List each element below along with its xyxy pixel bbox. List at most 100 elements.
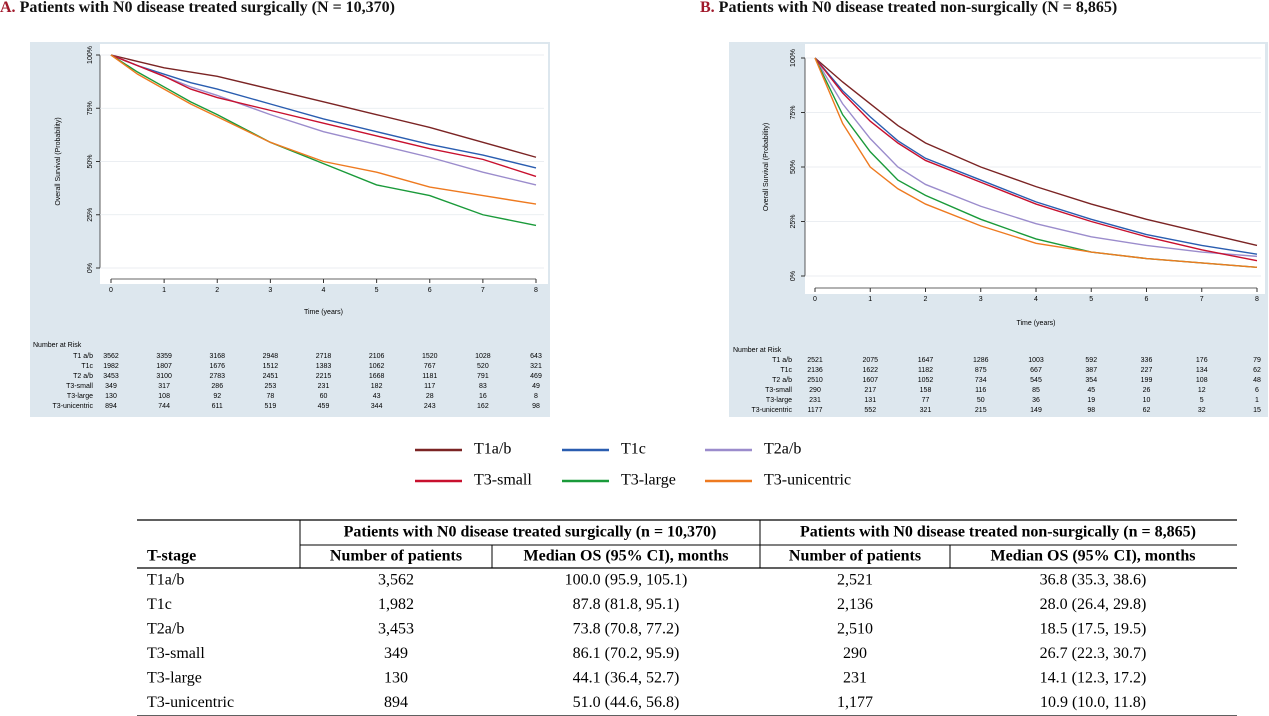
risk-row-label: T1c <box>81 363 93 370</box>
risk-count: 2106 <box>369 353 385 360</box>
risk-row-label: T3-large <box>67 393 93 400</box>
risk-count: 131 <box>864 397 876 404</box>
risk-count: 2783 <box>209 373 225 380</box>
y-axis-label: Overall Survival (Probability) <box>763 123 770 211</box>
y-axis-label: Overall Survival (Probability) <box>55 117 62 205</box>
x-tick-label: 6 <box>428 287 432 294</box>
column-header: Median OS (95% CI), months <box>524 548 729 565</box>
table-cell: 44.1 (36.4, 52.7) <box>573 670 680 687</box>
risk-count: 321 <box>920 407 932 414</box>
risk-count: 253 <box>265 383 277 390</box>
risk-count: 3100 <box>156 373 172 380</box>
panel-label: B. <box>700 0 715 16</box>
risk-count: 217 <box>864 387 876 394</box>
risk-table-label: Number at Risk <box>33 342 82 349</box>
risk-count: 3359 <box>156 353 172 360</box>
risk-count: 2948 <box>263 353 279 360</box>
risk-count: 1062 <box>369 363 385 370</box>
risk-row-label: T3-small <box>66 383 93 390</box>
risk-count: 28 <box>426 393 434 400</box>
risk-count: 1 <box>1255 397 1259 404</box>
table-cell: T1a/b <box>147 572 184 589</box>
risk-count: 744 <box>158 403 170 410</box>
risk-count: 667 <box>1030 367 1042 374</box>
risk-count: 199 <box>1141 377 1153 384</box>
risk-count: 1982 <box>103 363 119 370</box>
risk-count: 1647 <box>918 357 934 364</box>
table-cell: 1,177 <box>837 694 873 711</box>
legend-label: T3-large <box>621 472 676 489</box>
y-tick-label: 0% <box>87 263 94 273</box>
risk-count: 231 <box>809 397 821 404</box>
y-tick-label: 50% <box>87 154 94 168</box>
risk-count: 79 <box>1253 357 1261 364</box>
table-cell: T2a/b <box>147 621 184 638</box>
table-cell: 87.8 (81.8, 95.1) <box>573 596 680 613</box>
risk-row-label: T2 a/b <box>772 377 792 384</box>
survival-curve <box>110 54 537 158</box>
risk-count: 98 <box>532 403 540 410</box>
risk-count: 1028 <box>475 353 491 360</box>
risk-count: 767 <box>424 363 436 370</box>
risk-count: 43 <box>373 393 381 400</box>
table-cell: 51.0 (44.6, 56.8) <box>573 694 680 711</box>
survival-curve <box>814 57 1258 255</box>
risk-count: 6 <box>1255 387 1259 394</box>
risk-count: 611 <box>212 403 223 410</box>
risk-count: 108 <box>1196 377 1208 384</box>
risk-count: 592 <box>1085 357 1097 364</box>
y-tick-label: 25% <box>87 208 94 222</box>
risk-count: 1052 <box>918 377 934 384</box>
risk-count: 545 <box>1030 377 1042 384</box>
risk-count: 215 <box>975 407 987 414</box>
risk-count: 791 <box>477 373 489 380</box>
plot-area <box>805 44 1265 294</box>
risk-count: 1383 <box>316 363 332 370</box>
x-tick-label: 4 <box>322 287 326 294</box>
risk-count: 290 <box>809 387 821 394</box>
table-cell: 2,136 <box>837 596 873 613</box>
x-tick-label: 8 <box>534 287 538 294</box>
x-tick-label: 7 <box>481 287 485 294</box>
risk-count: 149 <box>1030 407 1042 414</box>
y-tick-label: 0% <box>790 271 797 281</box>
risk-row-label: T3-unicentric <box>53 403 94 410</box>
group-header: Patients with N0 disease treated non-sur… <box>800 524 1196 541</box>
x-tick-label: 1 <box>162 287 166 294</box>
y-tick-label: 50% <box>790 160 797 174</box>
risk-count: 49 <box>532 383 540 390</box>
survival-curve <box>814 57 1258 247</box>
chart-title: A. Patients with N0 disease treated surg… <box>0 0 395 16</box>
risk-count: 1807 <box>156 363 172 370</box>
risk-count: 98 <box>1087 407 1095 414</box>
panel-label: A. <box>0 0 16 16</box>
risk-count: 3168 <box>209 353 225 360</box>
risk-count: 130 <box>105 393 117 400</box>
risk-count: 2510 <box>807 377 823 384</box>
risk-count: 2451 <box>263 373 279 380</box>
y-tick-label: 100% <box>790 49 797 67</box>
table-cell: T3-large <box>147 670 202 687</box>
title-text: Patients with N0 disease treated non-sur… <box>719 0 1118 16</box>
risk-count: 48 <box>1253 377 1261 384</box>
chart-title: B. Patients with N0 disease treated non-… <box>700 0 1117 16</box>
risk-count: 8 <box>534 393 538 400</box>
risk-count: 83 <box>479 383 487 390</box>
risk-count: 32 <box>1198 407 1206 414</box>
x-tick-label: 1 <box>868 296 872 303</box>
risk-count: 77 <box>922 397 930 404</box>
x-tick-label: 5 <box>1089 296 1093 303</box>
risk-row-label: T3-unicentric <box>752 407 793 414</box>
risk-count: 349 <box>105 383 117 390</box>
risk-count: 92 <box>213 393 221 400</box>
risk-count: 19 <box>1087 397 1095 404</box>
risk-row-label: T3-large <box>766 397 792 404</box>
table-cell: 349 <box>384 645 408 662</box>
x-tick-label: 5 <box>375 287 379 294</box>
x-tick-label: 3 <box>979 296 983 303</box>
risk-count: 243 <box>424 403 436 410</box>
risk-table-label: Number at Risk <box>733 347 782 354</box>
risk-count: 50 <box>977 397 985 404</box>
risk-count: 1182 <box>918 367 933 374</box>
